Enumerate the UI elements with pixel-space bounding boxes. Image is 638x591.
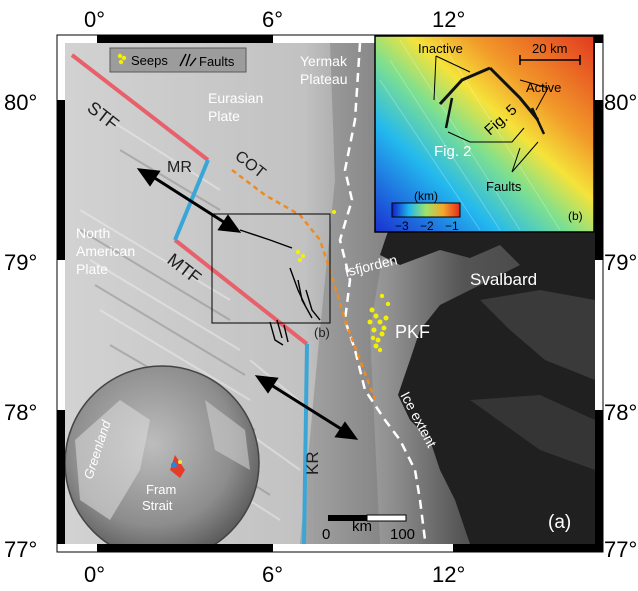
inset-colorbar-tick-3: −1: [445, 219, 459, 233]
na-label-2: American: [76, 243, 135, 259]
inset-faults-label: Faults: [486, 179, 522, 194]
fault-traces: [239, 229, 321, 346]
eurasian-label-1: Eurasian: [208, 90, 263, 106]
fram-label-2: Strait: [142, 498, 173, 513]
right-tick-80: 80°: [604, 90, 637, 115]
inset-fig2-label: Fig. 2: [434, 143, 472, 160]
stf-line: [70, 53, 210, 162]
svalbard-label: Svalbard: [470, 270, 537, 289]
inset-colorbar-unit: (km): [414, 189, 438, 203]
bottom-tick-12: 12°: [432, 562, 465, 587]
inset-scale-label: 20 km: [532, 41, 567, 56]
kr-ridge-line: [302, 343, 309, 544]
mr-label: MR: [167, 159, 192, 176]
na-label-1: North: [76, 225, 110, 241]
left-tick-77: 77°: [4, 537, 37, 562]
left-tick-79: 79°: [4, 250, 37, 275]
cot-line: [231, 169, 377, 401]
eurasian-label-2: Plate: [208, 108, 240, 124]
top-tick-12: 12°: [432, 7, 465, 32]
map-labels: 0° 6° 12° 0° 6° 12° 80° 79° 78° 77° 80° …: [4, 7, 637, 587]
inset-colorbar-tick-1: −3: [395, 219, 409, 233]
scalebar: [328, 514, 407, 522]
na-label-3: Plate: [76, 261, 108, 277]
left-tick-78: 78°: [4, 400, 37, 425]
right-tick-79: 79°: [604, 250, 637, 275]
top-tick-6: 6°: [262, 7, 283, 32]
inset-fault-active: [488, 66, 540, 121]
legend: [109, 47, 247, 73]
bottom-tick-0: 0°: [84, 562, 105, 587]
right-tick-78: 78°: [604, 400, 637, 425]
panel-b-locator-box: [211, 213, 331, 324]
seep-points: [295, 210, 391, 353]
b-box-label: (b): [314, 325, 330, 340]
yermak-label-1: Yermak: [300, 53, 348, 69]
spreading-arrows: [136, 168, 359, 440]
left-tick-80: 80°: [4, 90, 37, 115]
scalebar-max: 100: [390, 526, 415, 543]
yermak-label-2: Plateau: [300, 71, 347, 87]
legend-seeps-label: Seeps: [131, 53, 168, 68]
inset-fault-inactive: [438, 66, 491, 106]
fram-label-1: Fram: [146, 482, 176, 497]
inset-colorbar-tick-2: −2: [420, 219, 434, 233]
scalebar-zero: 0: [322, 526, 330, 543]
panel-a-label: (a): [548, 512, 571, 533]
inset-inactive-label: Inactive: [418, 41, 463, 56]
globe-inset: [65, 365, 260, 544]
right-tick-77: 77°: [604, 537, 637, 562]
legend-faults-label: Faults: [199, 54, 235, 69]
inset-active-label: Active: [526, 80, 561, 95]
top-tick-0: 0°: [84, 7, 105, 32]
inset-panel-b-label: (b): [568, 209, 583, 223]
kr-label: KR: [303, 451, 322, 475]
bottom-tick-6: 6°: [262, 562, 283, 587]
scalebar-unit: km: [352, 518, 372, 535]
pkf-label: PKF: [395, 322, 430, 342]
inset-panel-b: [374, 35, 595, 233]
